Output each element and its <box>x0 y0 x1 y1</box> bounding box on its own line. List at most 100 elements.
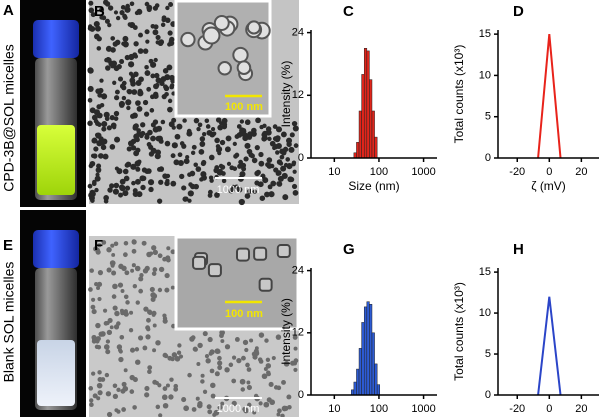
particle <box>217 360 223 366</box>
particle <box>100 144 107 151</box>
particle <box>166 246 171 251</box>
particle <box>144 64 149 70</box>
particle <box>276 159 283 165</box>
particle <box>208 154 215 161</box>
particle <box>146 7 152 13</box>
bar <box>358 110 362 159</box>
particle <box>209 178 214 183</box>
particle <box>156 198 163 204</box>
particle <box>280 413 285 417</box>
particle <box>138 89 143 95</box>
bar <box>374 363 378 396</box>
particle <box>220 401 225 406</box>
particle <box>157 40 164 47</box>
particle <box>87 183 93 189</box>
bar <box>376 384 380 396</box>
particle <box>107 5 114 11</box>
particle <box>280 131 287 138</box>
particle <box>263 367 268 372</box>
particle <box>291 183 298 190</box>
bar <box>363 306 368 396</box>
panel-letter: C <box>343 3 354 20</box>
particle <box>275 126 283 133</box>
particle <box>134 265 141 272</box>
particle <box>201 131 207 137</box>
particle <box>207 189 213 195</box>
particle <box>97 296 102 302</box>
particle <box>210 127 216 132</box>
x-tick-label: 100 <box>370 166 388 178</box>
particle <box>122 190 129 197</box>
particle <box>122 41 127 47</box>
particle <box>96 46 102 51</box>
bar <box>361 74 365 159</box>
particle <box>159 80 164 86</box>
particle <box>137 48 144 54</box>
particle <box>132 190 139 197</box>
particle <box>95 322 101 329</box>
particle <box>143 306 149 312</box>
particle <box>149 108 155 113</box>
particle <box>293 346 298 351</box>
particle <box>195 396 200 401</box>
y-tick-label: 24 <box>292 264 304 276</box>
panel-letter: H <box>513 241 524 258</box>
particle <box>97 376 103 382</box>
particle <box>244 193 251 199</box>
y-axis-label: Total counts (x10³) <box>452 45 466 144</box>
particle <box>243 407 249 414</box>
particle <box>177 343 182 348</box>
particle <box>214 137 220 144</box>
particle <box>139 273 144 278</box>
particle <box>199 177 204 182</box>
line <box>537 34 562 159</box>
particle <box>116 168 123 175</box>
particle <box>293 143 299 148</box>
bar <box>363 48 368 159</box>
particle <box>130 81 136 87</box>
particle <box>253 246 268 261</box>
particle <box>237 163 243 169</box>
particle <box>210 382 216 389</box>
particle <box>128 71 134 76</box>
particle <box>247 188 253 194</box>
particle <box>102 153 109 160</box>
particle <box>120 289 125 293</box>
y-tick-label: 15 <box>479 28 491 40</box>
particle <box>140 184 146 191</box>
particle <box>276 412 281 417</box>
particle <box>214 348 221 355</box>
particle <box>236 60 252 75</box>
y-axis-label: Total counts (x10³) <box>452 282 466 381</box>
particle <box>171 352 178 358</box>
particle <box>242 132 248 139</box>
y-tick-label: 0 <box>298 152 304 164</box>
particle <box>109 144 116 150</box>
particle <box>168 40 175 46</box>
particle <box>89 398 94 403</box>
particle <box>246 20 261 35</box>
particle <box>152 267 158 272</box>
particle <box>169 377 174 382</box>
particle <box>179 141 185 146</box>
bar <box>351 389 355 396</box>
particle <box>106 329 113 336</box>
bar <box>353 152 357 159</box>
particle <box>249 338 254 343</box>
particle <box>123 368 128 373</box>
particle <box>183 405 190 412</box>
y-tick-label: 12 <box>292 327 304 339</box>
bar <box>356 368 360 396</box>
particle <box>93 109 101 116</box>
particle <box>125 3 130 9</box>
particle <box>112 41 118 47</box>
x-tick-label: 1000 <box>411 166 435 178</box>
particle <box>151 271 157 276</box>
vial-photo <box>20 210 86 417</box>
particle <box>160 119 166 125</box>
particle <box>193 162 198 168</box>
bar <box>366 50 370 159</box>
particle <box>91 181 97 187</box>
particle <box>121 85 127 91</box>
particle <box>132 377 138 383</box>
